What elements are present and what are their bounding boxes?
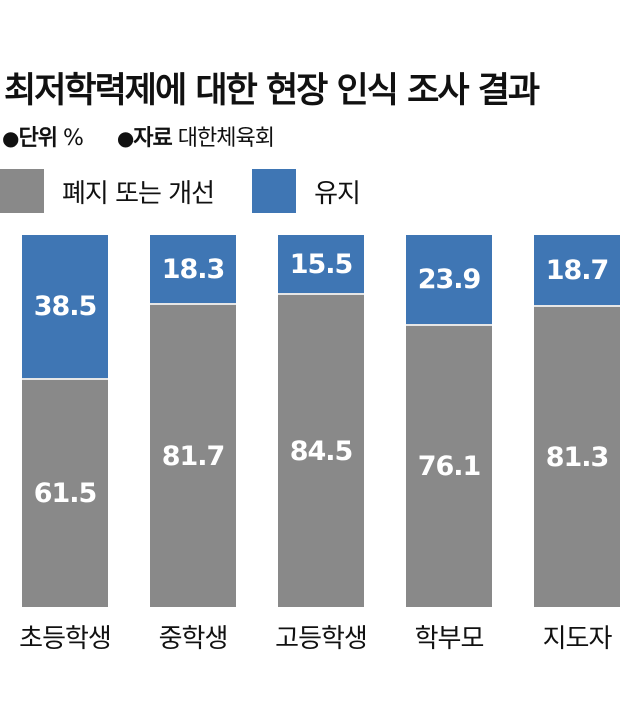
- category-label: 학부모: [414, 624, 485, 654]
- value-label: 61.5: [33, 478, 98, 509]
- category-label: 고등학생: [275, 624, 368, 654]
- legend: 폐지 또는 개선 유지: [0, 168, 361, 214]
- bar-parents: 23.9 76.1: [406, 235, 492, 607]
- value-label: 38.5: [33, 291, 98, 322]
- value-label: 76.1: [417, 451, 482, 482]
- unit-label: 단위: [18, 126, 57, 151]
- legend-label-abolish: 폐지 또는 개선: [62, 178, 215, 209]
- bar-segment-keep: 38.5: [22, 235, 108, 378]
- category-label: 중학생: [158, 624, 229, 654]
- bar-segment-keep: 15.5: [278, 235, 364, 293]
- category-label: 초등학생: [19, 624, 112, 654]
- bar-high-school: 15.5 84.5: [278, 235, 364, 607]
- value-label: 23.9: [417, 264, 482, 295]
- bar-segment-abolish: 76.1: [406, 324, 492, 607]
- value-label: 18.3: [161, 253, 226, 285]
- bar-segment-keep: 23.9: [406, 235, 492, 324]
- source-label: 자료: [133, 126, 172, 151]
- bar-elementary: 38.5 61.5: [22, 235, 108, 607]
- value-label: 84.5: [289, 435, 354, 467]
- legend-label-keep: 유지: [314, 178, 361, 209]
- category-label: 지도자: [542, 624, 613, 654]
- bar-coaches: 18.7 81.3: [534, 235, 620, 607]
- value-label: 81.3: [545, 441, 610, 473]
- unit-value: %: [62, 126, 84, 151]
- bar-segment-abolish: 84.5: [278, 293, 364, 607]
- bar-segment-abolish: 81.7: [150, 303, 236, 607]
- bar-segment-abolish: 81.3: [534, 305, 620, 607]
- value-label: 81.7: [161, 440, 226, 472]
- bar-segment-abolish: 61.5: [22, 378, 108, 607]
- bar-segment-keep: 18.3: [150, 235, 236, 303]
- chart-title: 최저학력제에 대한 현장 인식 조사 결과: [4, 71, 540, 111]
- bullet-icon: ●: [2, 126, 19, 150]
- value-label: 15.5: [289, 248, 354, 280]
- source-value: 대한체육회: [177, 126, 275, 151]
- value-label: 18.7: [545, 254, 610, 286]
- legend-swatch-abolish: [0, 169, 44, 213]
- bar-segment-keep: 18.7: [534, 235, 620, 305]
- chart-meta: ●단위 % ●자료 대한체육회: [2, 120, 275, 152]
- legend-swatch-keep: [252, 169, 297, 213]
- bullet-icon: ●: [116, 126, 134, 150]
- bar-middle-school: 18.3 81.7: [150, 235, 236, 607]
